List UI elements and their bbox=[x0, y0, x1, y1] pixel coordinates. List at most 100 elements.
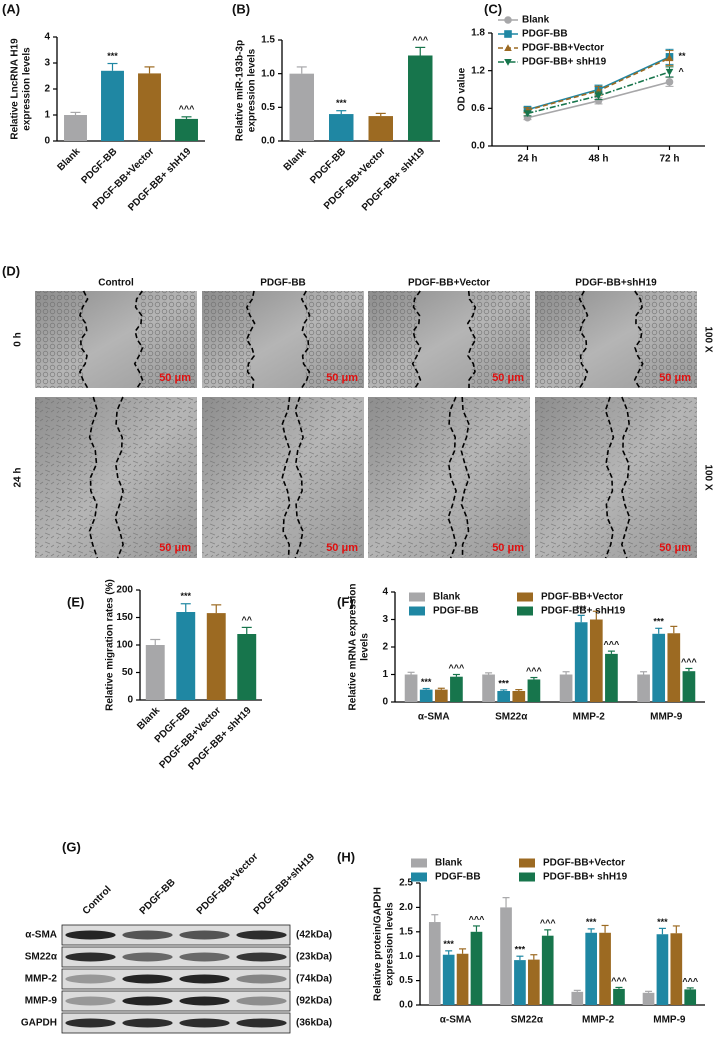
legend-marker bbox=[504, 58, 512, 66]
size-label: (42kDa) bbox=[296, 930, 332, 941]
significance-label: ^^^ bbox=[604, 640, 621, 650]
bar bbox=[450, 676, 463, 702]
blot-band bbox=[179, 996, 230, 1006]
significance-label: *** bbox=[657, 917, 668, 927]
significance-label: ^^^ bbox=[412, 35, 429, 45]
blot-band bbox=[122, 974, 173, 984]
bar bbox=[138, 73, 161, 141]
bar bbox=[589, 619, 603, 702]
legend-label: Blank bbox=[433, 592, 461, 603]
cell-texture bbox=[138, 291, 197, 388]
y-tick-label: 1 bbox=[382, 669, 388, 680]
legend-swatch bbox=[517, 592, 533, 602]
magnification-label: 100 X bbox=[702, 464, 713, 490]
blot-band bbox=[179, 952, 230, 962]
bar bbox=[289, 73, 314, 141]
wound-edge bbox=[578, 290, 589, 389]
bar bbox=[419, 689, 433, 702]
panel-label: (B) bbox=[232, 1, 250, 16]
wound-edge bbox=[411, 290, 422, 389]
bar bbox=[64, 115, 87, 141]
legend-label: PDGF-BB bbox=[433, 606, 479, 617]
x-tick-label: 24 h bbox=[517, 154, 537, 165]
cell-texture bbox=[202, 397, 287, 558]
cell-texture bbox=[535, 291, 584, 388]
cell-texture bbox=[202, 291, 251, 388]
magnification-label: 100 X bbox=[702, 326, 713, 352]
lane-label: PDGF-BB+shH19 bbox=[252, 851, 318, 917]
scale-bar-label: 50 μm bbox=[492, 542, 524, 554]
bar bbox=[442, 954, 455, 1005]
y-tick-label: 0.0 bbox=[471, 141, 485, 152]
blot-band bbox=[65, 930, 116, 940]
size-label: (92kDa) bbox=[296, 996, 332, 1007]
panel-label: (F) bbox=[337, 594, 354, 609]
cell-texture bbox=[535, 397, 610, 558]
y-tick-label: 1.5 bbox=[261, 35, 275, 46]
column-label: Control bbox=[98, 278, 134, 289]
size-label: (74kDa) bbox=[296, 974, 332, 985]
blot-band bbox=[65, 952, 116, 962]
bar bbox=[176, 612, 196, 700]
blot-band bbox=[122, 952, 173, 962]
significance-label: *** bbox=[586, 917, 597, 927]
point bbox=[523, 110, 532, 118]
legend-swatch bbox=[409, 606, 425, 616]
legend-label: PDGF-BB+Vector bbox=[543, 858, 625, 869]
bar bbox=[206, 613, 226, 700]
protein-label: MMP-9 bbox=[25, 996, 58, 1007]
bar bbox=[456, 953, 469, 1005]
legend-marker bbox=[504, 30, 512, 38]
bar bbox=[574, 622, 588, 702]
column-label: PDGF-BB+Vector bbox=[408, 278, 490, 289]
bar bbox=[684, 989, 697, 1005]
wound-edge bbox=[133, 290, 144, 389]
y-tick-label: 2 bbox=[44, 84, 50, 95]
blot-strip bbox=[61, 924, 291, 946]
y-tick-label: 2.0 bbox=[399, 902, 413, 913]
legend-label: PDGF-BB+ shH19 bbox=[522, 57, 607, 68]
cell-texture bbox=[368, 291, 417, 388]
y-tick-label: 4 bbox=[382, 587, 388, 598]
y-tick-label: 0.0 bbox=[399, 1000, 413, 1011]
x-tick-label: MMP-9 bbox=[650, 712, 683, 723]
x-tick-label: Blank bbox=[55, 146, 82, 173]
panel-label: (C) bbox=[484, 1, 502, 16]
bar bbox=[470, 931, 483, 1005]
blot-band bbox=[122, 996, 173, 1006]
significance-label: ^^^ bbox=[469, 914, 486, 924]
y-tick-label: 4 bbox=[44, 32, 50, 43]
wound-edge bbox=[447, 396, 457, 559]
legend-label: PDGF-BB+Vector bbox=[522, 43, 604, 54]
scale-bar-label: 50 μm bbox=[326, 542, 358, 554]
y-tick-label: 0 bbox=[127, 695, 133, 706]
y-tick-label: 1.2 bbox=[471, 65, 485, 76]
panel-label: (D) bbox=[2, 263, 20, 278]
bar bbox=[605, 653, 618, 702]
y-tick-label: 0.0 bbox=[261, 136, 275, 147]
significance-label: *** bbox=[336, 98, 347, 108]
protein-label: MMP-2 bbox=[25, 974, 58, 985]
size-label: (36kDa) bbox=[296, 1018, 332, 1029]
x-tick-label: MMP-2 bbox=[573, 712, 606, 723]
cell-texture bbox=[35, 291, 84, 388]
bar bbox=[599, 932, 611, 1005]
bar bbox=[175, 118, 198, 141]
bar bbox=[497, 691, 511, 702]
blot-band bbox=[236, 952, 287, 962]
legend-swatch bbox=[519, 858, 535, 868]
significance-label: ^^ bbox=[241, 615, 252, 625]
y-tick-label: 0 bbox=[44, 136, 50, 147]
wound-edge bbox=[466, 290, 477, 389]
y-tick-label: 3 bbox=[44, 58, 50, 69]
blot-strip bbox=[61, 946, 291, 968]
cell-texture bbox=[299, 397, 364, 558]
significance-label: ^^^ bbox=[611, 976, 628, 986]
significance-label: *** bbox=[498, 678, 509, 688]
bar bbox=[404, 674, 418, 702]
y-tick-label: 1.8 bbox=[471, 28, 485, 39]
legend-label: PDGF-BB+Vector bbox=[541, 592, 623, 603]
bar bbox=[329, 114, 354, 141]
x-tick-label: α-SMA bbox=[418, 712, 450, 723]
